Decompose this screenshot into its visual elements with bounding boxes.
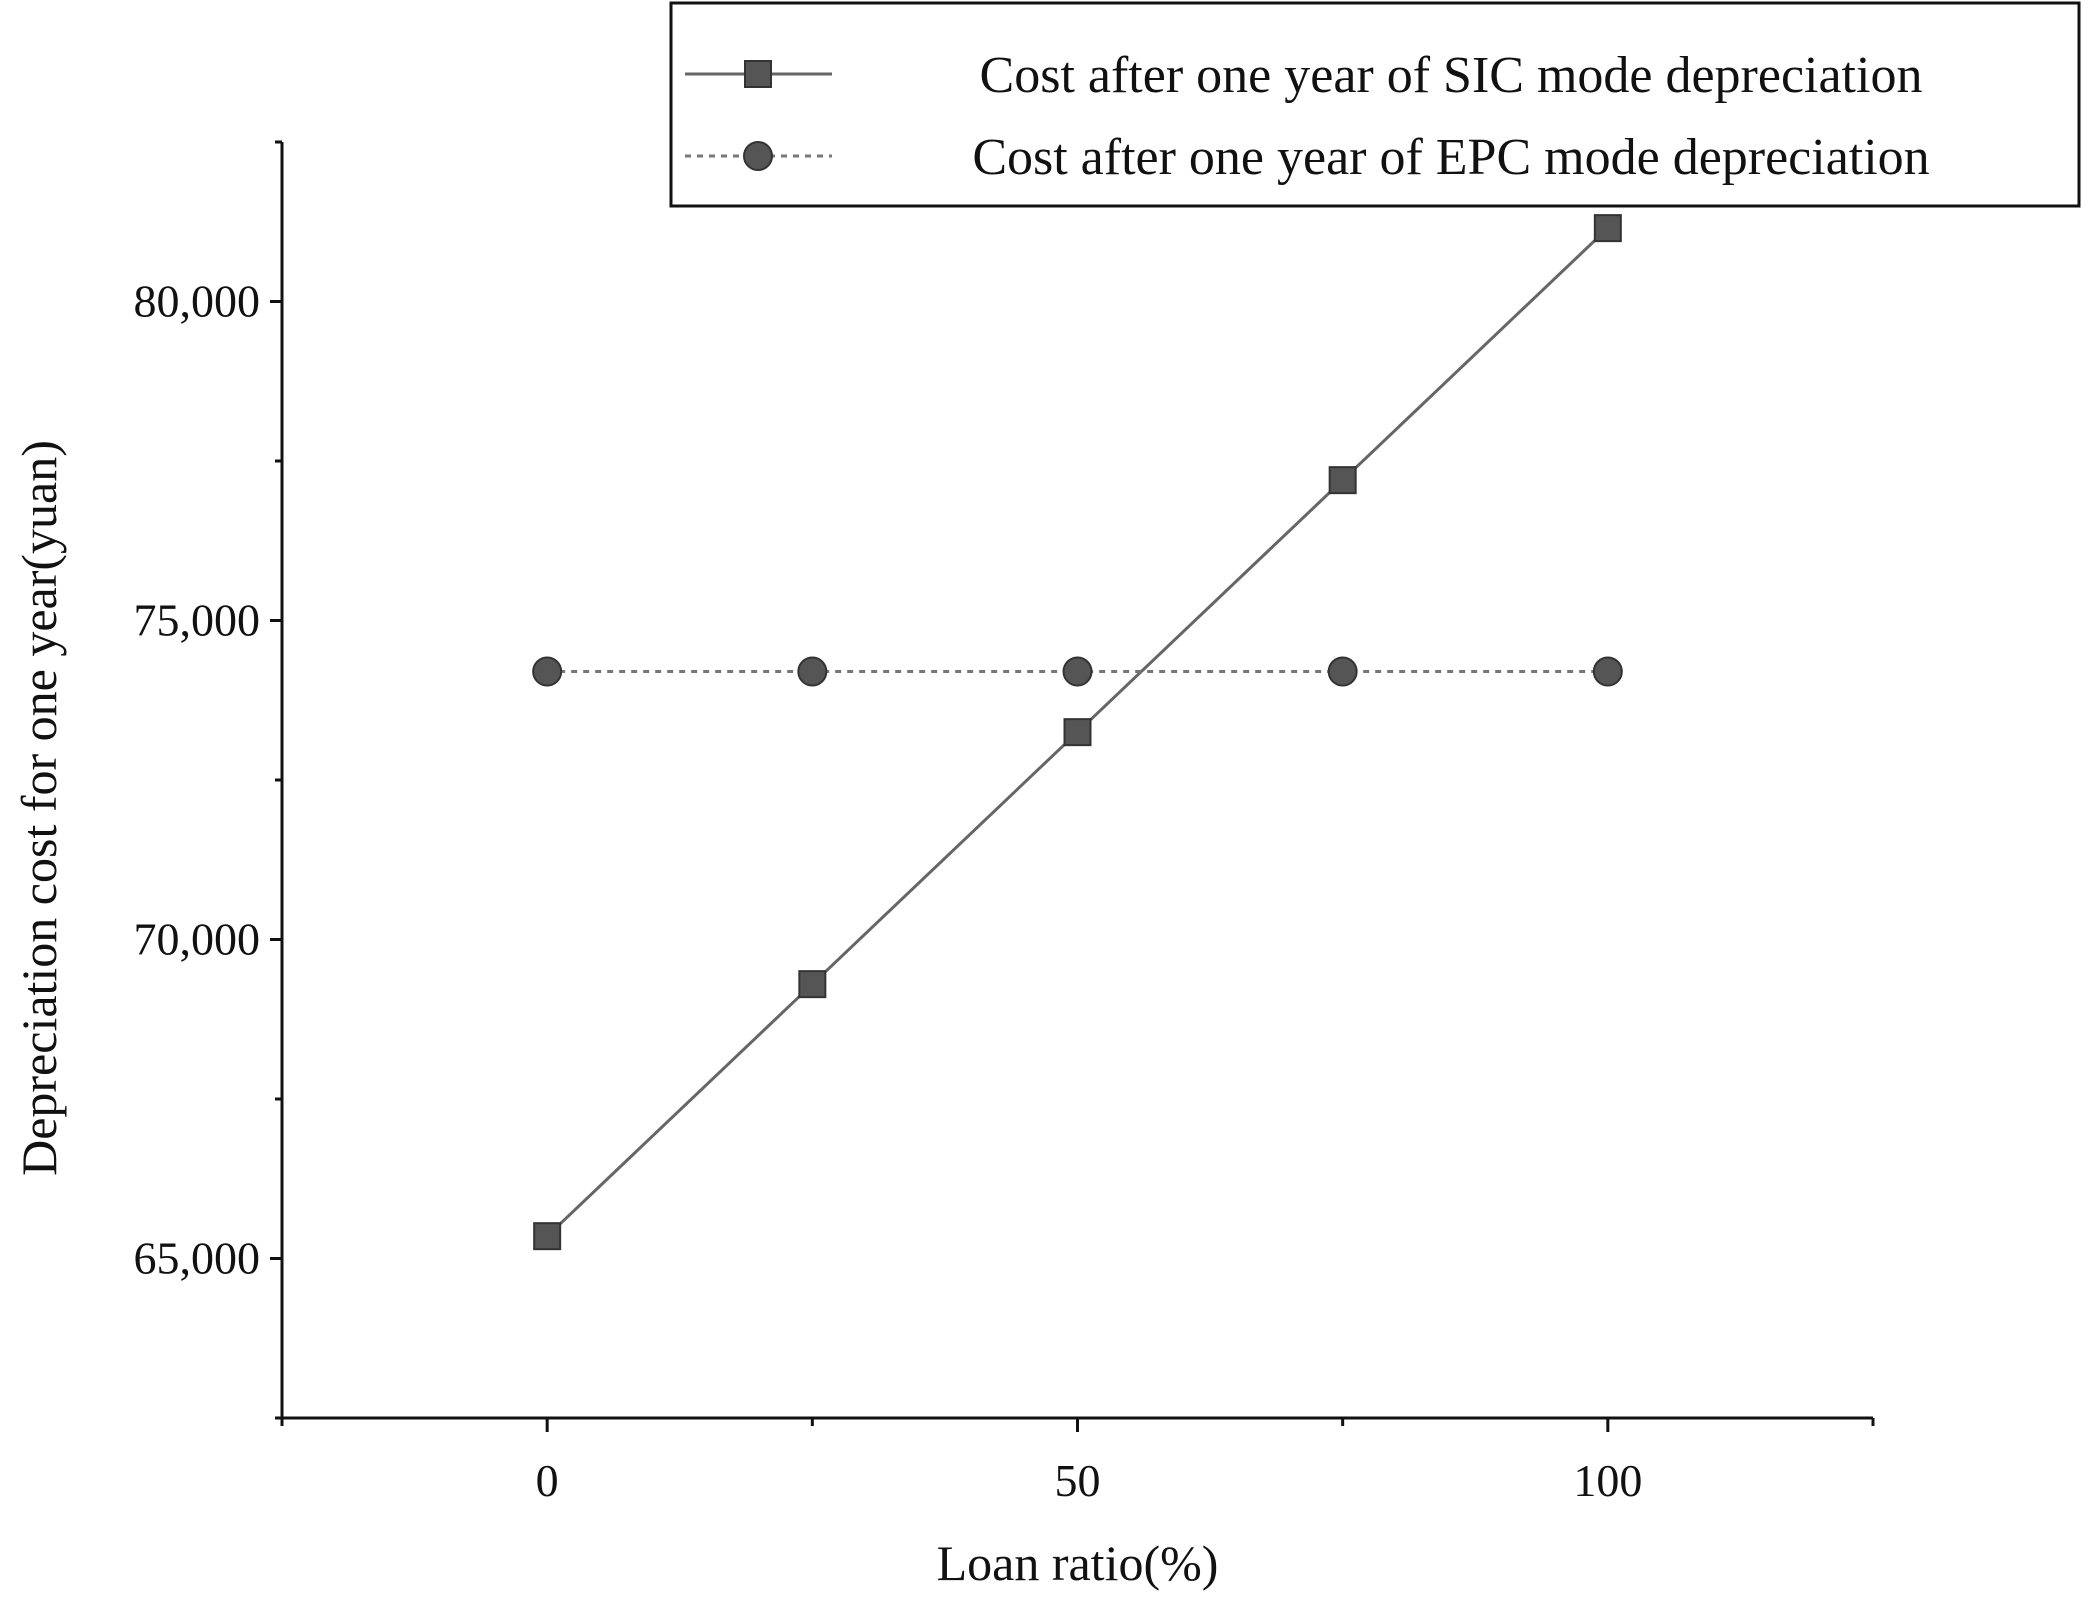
legend-marker-circle-icon <box>743 141 773 171</box>
epc-point-3 <box>1327 656 1358 687</box>
sic-point-1 <box>798 970 827 999</box>
legend-label-epc: Cost after one year of EPC mode deprecia… <box>972 129 1929 186</box>
epc-point-4 <box>1592 656 1623 687</box>
epc-point-1 <box>797 656 828 687</box>
legend-box <box>669 1 2081 208</box>
y-axis-title: Depreciation cost for one year(yuan) <box>11 440 67 1176</box>
legend: Cost after one year of SIC mode deprecia… <box>669 1 2081 208</box>
sic-point-2 <box>1063 718 1092 747</box>
x-tick-label: 100 <box>1573 1455 1642 1506</box>
legend-marker-square-icon <box>744 60 772 88</box>
y-tick-label: 65,000 <box>134 1233 261 1284</box>
x-tick-label: 0 <box>536 1455 559 1506</box>
legend-label-sic: Cost after one year of SIC mode deprecia… <box>980 47 1923 104</box>
epc-point-0 <box>532 656 563 687</box>
labels-layer: Loan ratio(%) Depreciation cost for one … <box>11 440 1218 1591</box>
y-tick-label: 75,000 <box>134 595 261 646</box>
y-tick-label: 70,000 <box>134 914 261 965</box>
y-tick-label: 80,000 <box>134 276 261 327</box>
sic-point-3 <box>1328 466 1357 495</box>
x-tick-label: 50 <box>1055 1455 1101 1506</box>
x-axis-title: Loan ratio(%) <box>937 1535 1219 1591</box>
axes: 65,000 70,000 75,000 80,000 0 50 100 <box>134 140 1875 1506</box>
sic-point-4 <box>1593 214 1622 243</box>
series-layer <box>532 214 1623 1251</box>
epc-point-2 <box>1062 656 1093 687</box>
sic-point-0 <box>533 1222 562 1251</box>
